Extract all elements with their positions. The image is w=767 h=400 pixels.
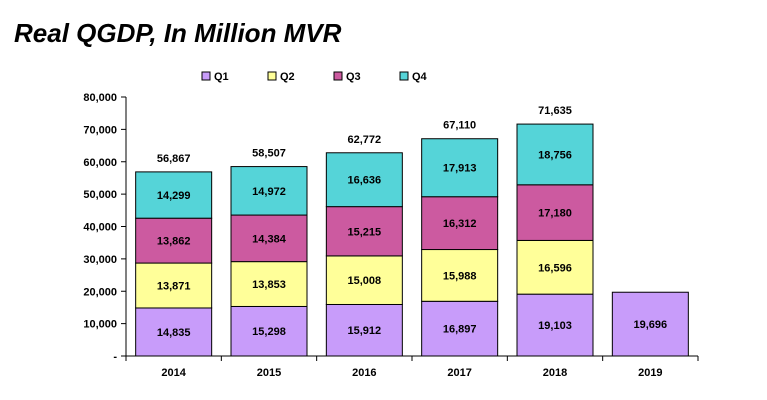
y-tick-label: - — [113, 351, 117, 363]
bar-segment-q4 — [325, 152, 403, 208]
y-tick-label: 70,000 — [83, 124, 117, 136]
data-label: 15,008 — [348, 275, 382, 287]
chart-title: Real QGDP, In Million MVR — [14, 18, 342, 48]
total-label: 71,635 — [538, 105, 572, 117]
data-label: 14,299 — [157, 190, 191, 202]
data-label: 19,696 — [634, 319, 668, 331]
x-tick-label: 2018 — [543, 367, 567, 379]
legend: Q1 Q2 Q3 Q4 — [201, 71, 428, 83]
y-tick-label: 20,000 — [83, 286, 117, 298]
x-axis: 2014 2015 2016 2017 2018 2019 — [125, 355, 699, 379]
total-label: 62,772 — [348, 134, 382, 146]
bar-segment-q2 — [516, 239, 594, 295]
x-tick-label: 2019 — [638, 367, 662, 379]
total-label: 58,507 — [252, 148, 286, 160]
legend-label-q3: Q3 — [346, 71, 361, 83]
data-label: 15,298 — [252, 326, 286, 338]
bar-segment-q1 — [230, 305, 308, 357]
bar-segment-q4 — [516, 123, 594, 186]
data-label: 19,103 — [538, 320, 572, 332]
bar-segment-q3 — [421, 196, 499, 251]
data-label: 16,636 — [348, 175, 382, 187]
data-label: 16,596 — [538, 262, 572, 274]
y-tick-label: 50,000 — [83, 189, 117, 201]
legend-swatch-q2 — [267, 71, 277, 81]
bar-segment-q1 — [516, 293, 594, 357]
bar-segment-q4 — [135, 171, 213, 219]
y-tick-label: 10,000 — [83, 319, 117, 331]
data-label: 17,180 — [538, 208, 572, 220]
y-tick-label: 60,000 — [83, 157, 117, 169]
data-label: 13,862 — [157, 236, 191, 248]
data-label: 14,835 — [157, 327, 191, 339]
x-tick-label: 2015 — [257, 367, 281, 379]
bar-segment-q4 — [230, 166, 308, 216]
data-label: 16,312 — [443, 218, 477, 230]
y-axis: - 10,000 20,000 30,000 40,000 50,000 60,000 70,… — [83, 92, 127, 363]
total-label: 67,110 — [443, 120, 476, 132]
bar-segment-q2 — [135, 262, 213, 309]
y-tick-label: 80,000 — [83, 92, 117, 104]
data-label: 14,384 — [252, 233, 287, 245]
bar-segment-q1 — [135, 307, 213, 357]
bar-segment-q1 — [611, 291, 689, 357]
data-label: 13,871 — [157, 281, 191, 293]
data-label: 14,972 — [252, 186, 286, 198]
legend-label-q4: Q4 — [412, 71, 428, 83]
bar-segment-q3 — [230, 214, 308, 263]
legend-swatch-q1 — [201, 71, 211, 81]
data-label: 15,988 — [443, 270, 477, 282]
y-tick-label: 40,000 — [83, 222, 117, 234]
total-label: 56,867 — [157, 153, 191, 165]
x-tick-label: 2016 — [352, 367, 376, 379]
bar-segment-q1 — [325, 303, 403, 357]
bar-segment-q3 — [135, 217, 213, 264]
data-label: 15,912 — [348, 325, 382, 337]
y-tick-label: 30,000 — [83, 254, 117, 266]
bar-segment-q2 — [421, 249, 499, 302]
legend-swatch-q4 — [399, 71, 409, 81]
x-tick-label: 2014 — [161, 367, 186, 379]
x-tick-label: 2017 — [447, 367, 471, 379]
legend-swatch-q3 — [333, 71, 343, 81]
data-label: 17,913 — [443, 163, 477, 175]
data-label: 16,897 — [443, 324, 477, 336]
legend-label-q2: Q2 — [280, 71, 295, 83]
bar-segment-q1 — [421, 300, 499, 357]
bars: 14,835 13,871 13,862 14,299 56,867 15,298 13,8… — [135, 105, 689, 357]
data-label: 18,756 — [538, 149, 572, 161]
data-label: 13,853 — [252, 279, 286, 291]
data-label: 15,215 — [348, 226, 382, 238]
bar-segment-q4 — [421, 138, 499, 198]
bar-segment-q2 — [325, 255, 403, 305]
bar-segment-q2 — [230, 261, 308, 307]
legend-label-q1: Q1 — [214, 71, 229, 83]
